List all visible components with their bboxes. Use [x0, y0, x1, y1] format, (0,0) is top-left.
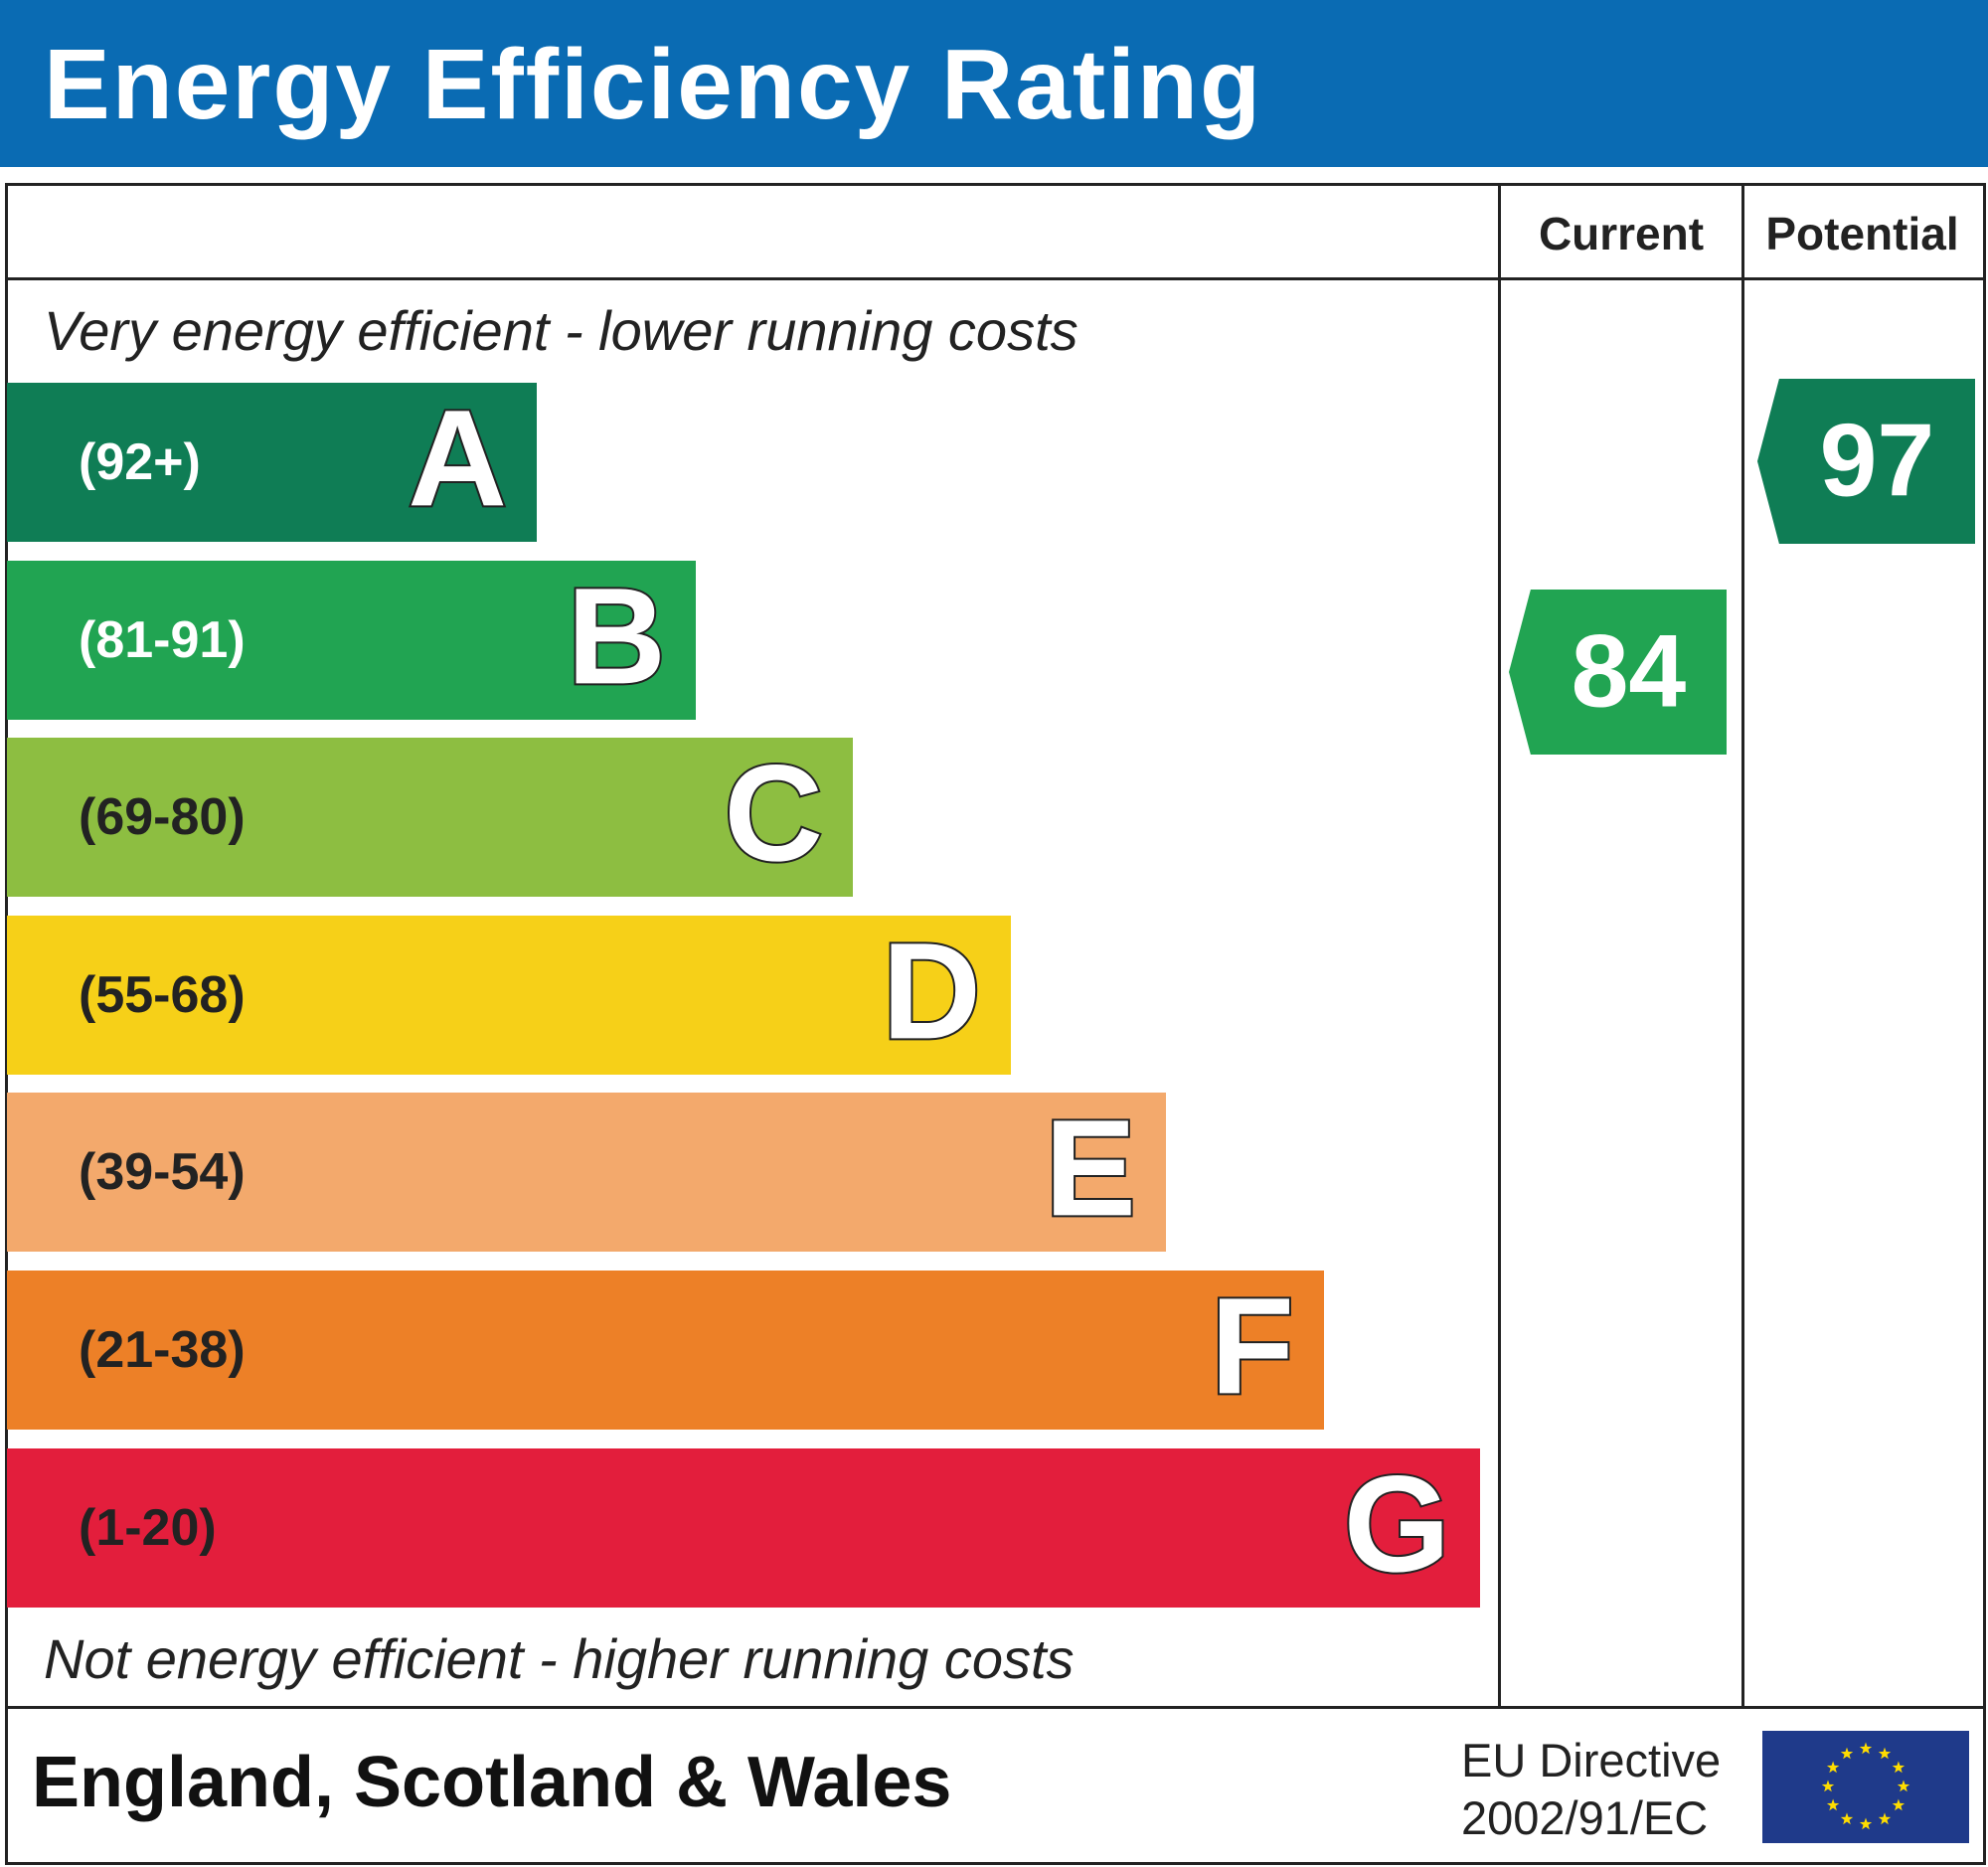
divider — [5, 1706, 1983, 1709]
band-b: (81-91) B — [7, 558, 696, 720]
region-label: England, Scotland & Wales — [32, 1743, 952, 1822]
rating-table — [5, 183, 1986, 1865]
band-f: (21-38) F — [7, 1268, 1324, 1430]
band-letter: C — [722, 735, 825, 892]
column-header-current: Current — [1538, 208, 1705, 259]
page-title: Energy Efficiency Rating — [44, 29, 1263, 140]
potential-rating-value: 97 — [1819, 403, 1935, 519]
eu-directive-line2: 2002/91/EC — [1461, 1791, 1709, 1844]
eu-directive-line1: EU Directive — [1461, 1734, 1722, 1786]
star-icon — [1892, 1761, 1905, 1774]
divider — [1498, 183, 1501, 1708]
star-icon — [1840, 1812, 1854, 1825]
band-range: (81-91) — [79, 611, 246, 669]
band-letter: A — [406, 380, 509, 537]
band-letter: G — [1342, 1445, 1452, 1603]
band-letter: B — [565, 558, 668, 715]
band-letter: F — [1209, 1268, 1296, 1425]
band-range: (69-80) — [79, 788, 246, 846]
band-range: (92+) — [79, 433, 201, 491]
eu-directive: EU Directive 2002/91/EC — [1461, 1732, 1721, 1847]
band-letter: D — [880, 913, 983, 1070]
current-rating-value: 84 — [1571, 613, 1687, 730]
star-icon — [1859, 1817, 1873, 1830]
potential-rating-arrow: 97 — [1757, 379, 1975, 544]
band-letter: E — [1043, 1090, 1138, 1247]
eu-flag-icon — [1762, 1731, 1969, 1843]
top-note: Very energy efficient - lower running co… — [44, 299, 1078, 362]
current-rating-arrow: 84 — [1509, 590, 1727, 755]
divider — [1741, 183, 1744, 1708]
star-icon — [1826, 1761, 1840, 1774]
star-icon — [1859, 1742, 1873, 1755]
band-d: (55-68) D — [7, 913, 1011, 1075]
star-icon — [1878, 1747, 1892, 1760]
band-range: (1-20) — [79, 1499, 217, 1557]
header-bar: Energy Efficiency Rating — [0, 0, 1988, 167]
band-a: (92+) A — [7, 380, 537, 542]
band-range: (55-68) — [79, 966, 246, 1024]
star-icon — [1821, 1780, 1835, 1792]
divider — [5, 277, 1983, 280]
band-e: (39-54) E — [7, 1090, 1166, 1252]
star-icon — [1878, 1812, 1892, 1825]
column-header-potential: Potential — [1765, 208, 1959, 259]
star-icon — [1826, 1798, 1840, 1811]
star-icon — [1892, 1798, 1905, 1811]
band-range: (21-38) — [79, 1321, 246, 1379]
band-c: (69-80) C — [7, 735, 853, 897]
star-icon — [1840, 1747, 1854, 1760]
star-icon — [1897, 1780, 1910, 1792]
band-range: (39-54) — [79, 1143, 246, 1201]
band-g: (1-20) G — [7, 1445, 1480, 1608]
bottom-note: Not energy efficient - higher running co… — [44, 1627, 1075, 1690]
